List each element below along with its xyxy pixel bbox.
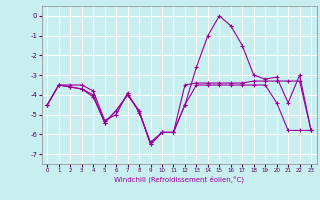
X-axis label: Windchill (Refroidissement éolien,°C): Windchill (Refroidissement éolien,°C) [114,176,244,183]
